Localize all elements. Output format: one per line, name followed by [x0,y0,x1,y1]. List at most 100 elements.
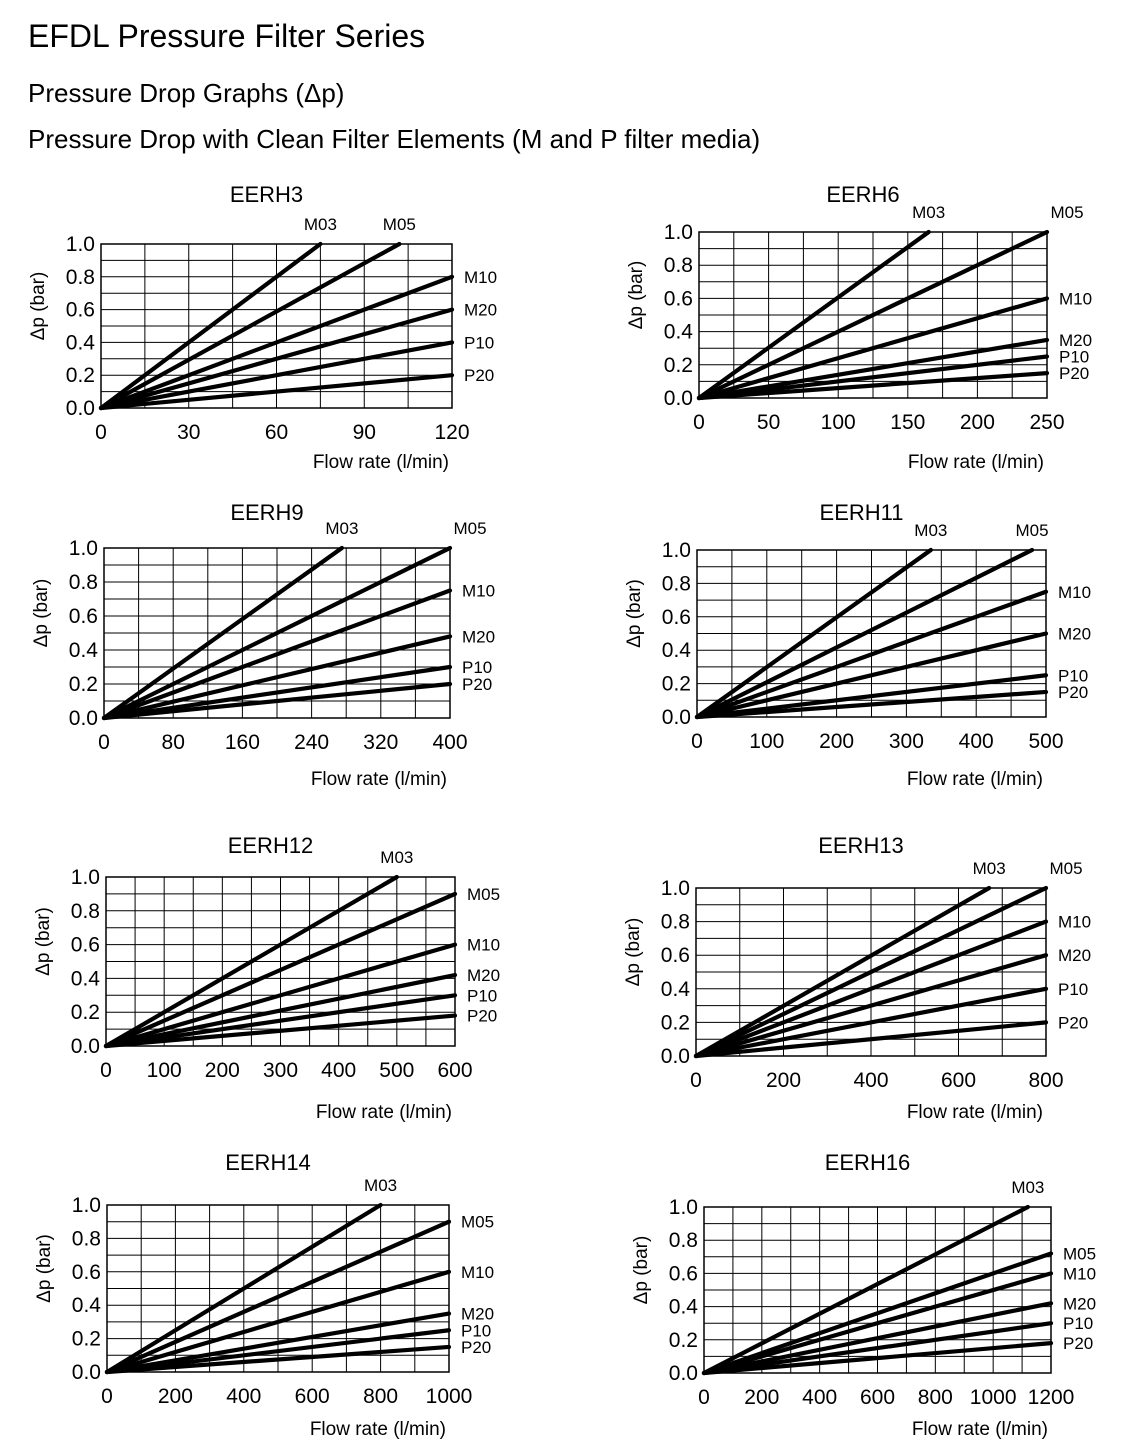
chart-6-series-line-m05 [104,1219,452,1375]
chart-3-series-label-m03: M03 [914,521,947,540]
chart-2-x-tick-label: 0 [98,731,110,754]
chart-5-series-label-p20: P20 [1058,1013,1088,1032]
chart-3-y-tick-label: 0.6 [662,606,691,629]
chart-3-series-line-p20 [694,689,1049,720]
chart-1-series-label-m05: M05 [1050,203,1083,222]
chart-4-y-axis-label: Δp (bar) [33,907,54,976]
chart-1-series-label-m03: M03 [912,203,945,222]
chart-4-series-label-p10: P10 [467,986,497,1005]
page-title: EFDL Pressure Filter Series [28,18,426,54]
chart-1-y-tick-label: 1.0 [664,221,693,244]
chart-2-y-axis-label: Δp (bar) [31,579,52,648]
chart-5-x-tick-label: 200 [766,1069,801,1092]
chart-5-series-line-m10 [693,919,1049,1059]
chart-4-series-line-p20 [103,1013,458,1049]
chart-6-series-label-m20: M20 [461,1305,494,1324]
chart-2-x-tick-label: 320 [363,731,398,754]
chart-5-series-label-m10: M10 [1058,913,1091,932]
chart-6-y-tick-label: 0.4 [72,1294,102,1317]
chart-5-x-tick-label: 400 [853,1069,888,1092]
chart-6-y-tick-label: 1.0 [72,1194,101,1217]
chart-5-series-line-p20 [693,1020,1049,1059]
chart-5-series-line-m03 [693,885,992,1059]
chart-7-y-axis-label: Δp (bar) [631,1236,652,1305]
chart-5-y-tick-label: 0.2 [661,1011,690,1034]
chart-0-x-tick-label: 90 [353,421,376,444]
chart-5-x-tick-label: 600 [941,1069,976,1092]
chart-1-y-tick-label: 0.0 [664,387,693,410]
chart-7-series-line-p10 [701,1321,1054,1376]
chart-0-series-label-m03: M03 [304,215,337,234]
chart-3-x-tick-label: 0 [691,730,703,753]
chart-3-series-label-m10: M10 [1058,583,1091,602]
chart-7-x-tick-label: 600 [860,1386,895,1409]
chart-3-x-tick-label: 400 [959,730,994,753]
chart-3-series-line-m10 [694,589,1049,720]
chart-6-series-line-m20 [104,1311,452,1375]
chart-3-x-tick-label: 200 [819,730,854,753]
chart-5-series-line-m05 [693,885,1049,1059]
chart-4-x-tick-label: 100 [147,1059,182,1082]
chart-4-series-line-m05 [103,891,458,1049]
chart-7-y-tick-label: 0.0 [669,1362,698,1385]
chart-3-series-label-p10: P10 [1058,666,1088,685]
chart-0-series-line-m10 [98,274,455,411]
chart-7-x-tick-label: 1200 [1028,1386,1075,1409]
chart-2-title: EERH9 [230,500,303,525]
chart-4-x-axis-label: Flow rate (l/min) [316,1102,452,1123]
chart-2-series-line-m20 [101,634,453,721]
chart-5-series-label-m03: M03 [973,859,1006,878]
chart-6-y-tick-label: 0.0 [72,1361,101,1384]
chart-1-series-label-m10: M10 [1059,289,1092,308]
chart-0-title: EERH3 [230,182,303,207]
chart-0-series-line-m03 [98,241,323,411]
chart-6-series-line-m03 [104,1202,383,1375]
chart-0-y-tick-label: 0.4 [66,331,96,354]
chart-2-series-label-p20: P20 [462,675,492,694]
chart-4-series-label-m03: M03 [380,848,413,867]
chart-6-series-label-p20: P20 [461,1338,491,1357]
chart-4-y-tick-label: 0.4 [71,967,101,990]
chart-0-series-label-m10: M10 [464,268,497,287]
chart-5-x-axis-label: Flow rate (l/min) [907,1102,1043,1123]
chart-6-plot-frame [106,1204,450,1373]
chart-4-y-tick-label: 1.0 [71,866,100,889]
chart-7-x-tick-label: 1000 [970,1386,1017,1409]
chart-6-x-tick-label: 400 [226,1385,261,1408]
chart-1-y-tick-label: 0.2 [664,354,693,377]
chart-5-series-line-m20 [693,953,1049,1059]
chart-4-y-tick-label: 0.8 [71,900,100,923]
chart-6-y-tick-label: 0.8 [72,1227,101,1250]
chart-4-x-tick-label: 600 [437,1059,472,1082]
chart-0-x-tick-label: 120 [434,421,469,444]
chart-4-series-label-m05: M05 [467,885,500,904]
chart-1-x-tick-label: 50 [757,411,780,434]
chart-2-y-tick-label: 0.4 [69,639,99,662]
chart-4-y-tick-label: 0.6 [71,934,100,957]
chart-0-y-tick-label: 0.2 [66,364,95,387]
chart-7-series-label-m20: M20 [1063,1294,1096,1313]
chart-4-x-tick-label: 500 [379,1059,414,1082]
chart-1-x-axis-label: Flow rate (l/min) [908,452,1044,473]
chart-5-y-tick-label: 0.8 [661,911,690,934]
chart-5-title: EERH13 [818,833,904,858]
chart-1-series-line-m03 [696,229,931,401]
chart-3-y-tick-label: 0.4 [662,639,692,662]
chart-0-x-axis-label: Flow rate (l/min) [313,452,449,473]
chart-2-series-label-m03: M03 [325,519,358,538]
chart-1-series-line-m20 [696,337,1050,401]
chart-3-series-label-m05: M05 [1016,521,1049,540]
chart-4-x-tick-label: 0 [100,1059,112,1082]
chart-2-series-label-p10: P10 [462,658,492,677]
chart-4-series-line-m20 [103,972,458,1049]
chart-1-x-tick-label: 0 [693,411,705,434]
chart-1-x-tick-label: 250 [1029,411,1064,434]
chart-4-title: EERH12 [228,833,314,858]
chart-0-series-line-p20 [98,373,455,411]
chart-2-x-tick-label: 240 [294,731,329,754]
chart-3-y-tick-label: 0.2 [662,673,691,696]
chart-1-title: EERH6 [826,182,899,207]
chart-1-y-tick-label: 0.4 [664,321,694,344]
chart-1-series-line-m10 [696,296,1050,401]
